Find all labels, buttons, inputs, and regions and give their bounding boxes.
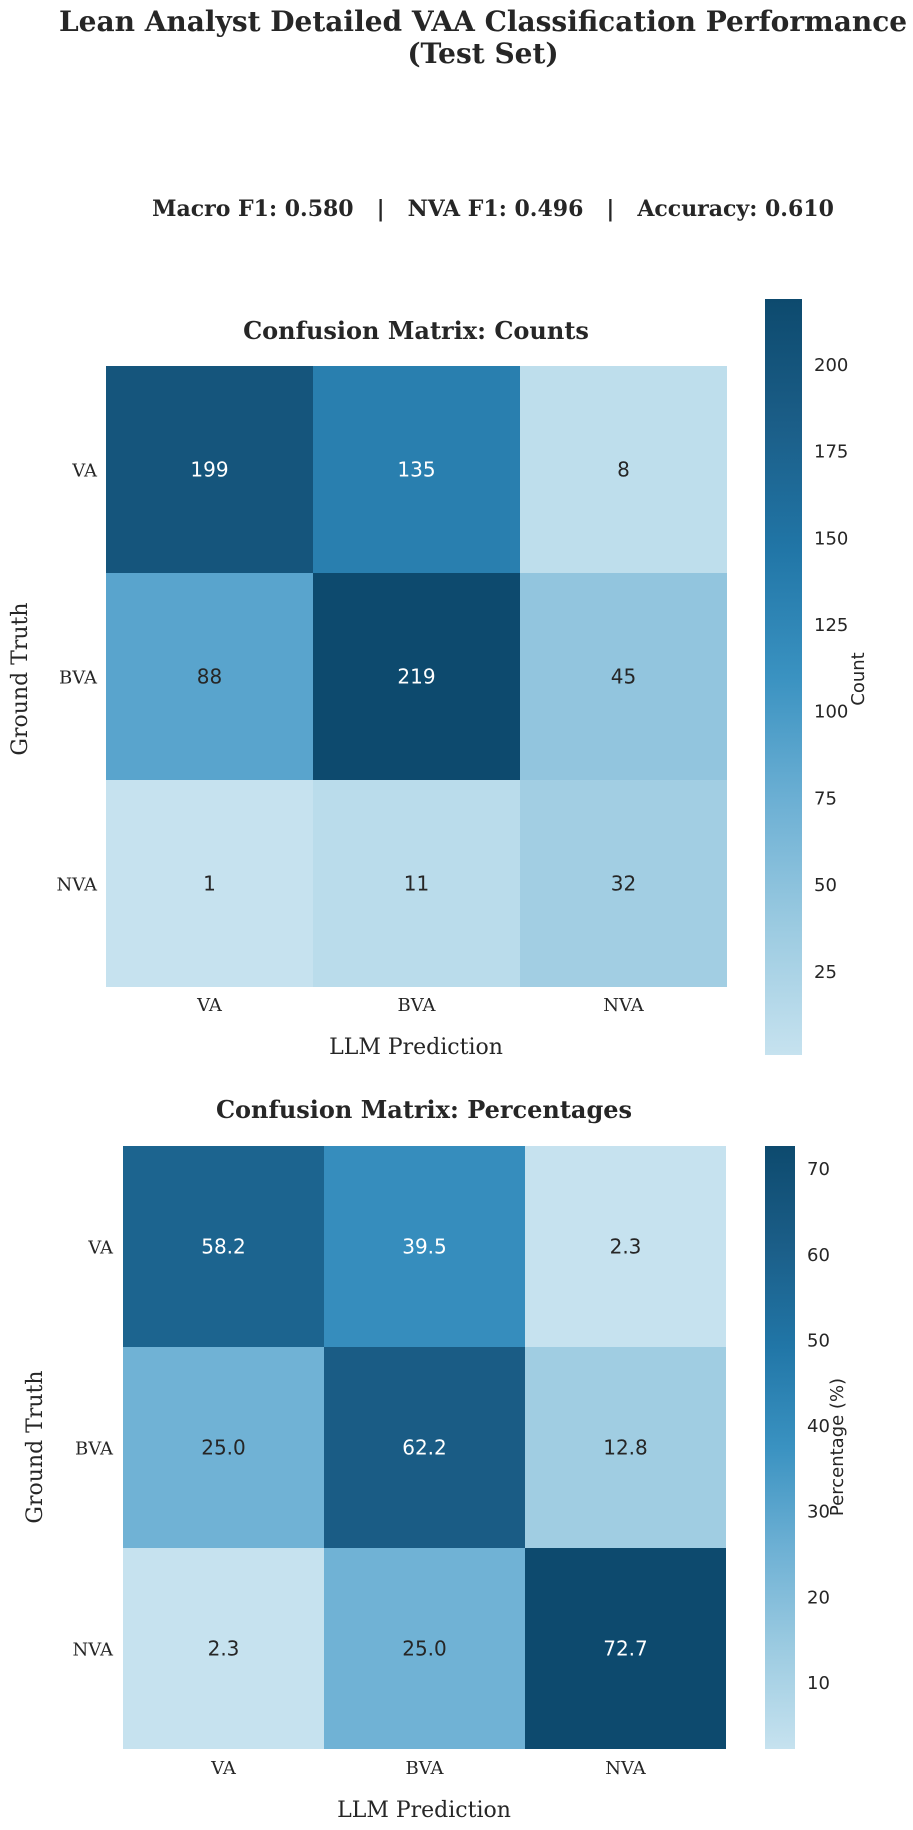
percentages-colorbar-tick-label: 20 [807,1587,830,1608]
counts-cell [106,366,313,573]
figure-title-line2: (Test Set) [407,37,558,70]
counts-cell [313,366,520,573]
percentages-cell [324,1548,525,1749]
percentages-cell [525,1548,726,1749]
percentages-y-axis-label: Ground Truth [23,1370,48,1523]
counts-cell-value: 32 [611,872,636,896]
percentages-cell [123,1548,324,1749]
percentages-heatmap-title: Confusion Matrix: Percentages [216,1095,632,1124]
counts-cell-value: 199 [190,458,228,482]
percentages-cell [324,1347,525,1548]
counts-cell [520,780,727,987]
counts-colorbar-tick-label: 100 [814,702,848,723]
counts-y-tick-label: BVA [59,668,98,689]
counts-cell-value: 8 [617,458,630,482]
percentages-colorbar-tick-label: 70 [807,1159,830,1180]
counts-colorbar-tick-label: 50 [814,875,837,896]
counts-colorbar-tick-label: 25 [814,962,837,983]
percentages-cell-value: 25.0 [201,1436,246,1460]
percentages-cell-value: 12.8 [603,1436,648,1460]
counts-colorbar-label: Count [848,652,869,705]
percentages-cell-value: 62.2 [402,1436,447,1460]
percentages-cell-value: 25.0 [402,1637,447,1661]
counts-colorbar-gradient [765,299,802,1055]
percentages-heatmap-cells: 58.2 39.5 2.3 25.0 62.2 12.8 2.3 25.0 72.7 VA BVA N… [72,1146,726,1779]
figure-title-line1: Lean Analyst Detailed VAA Classification… [59,5,907,38]
counts-cell-value: 45 [611,665,636,689]
percentages-cell-value: 2.3 [208,1637,240,1661]
percentages-heatmap-panel: Confusion Matrix: Percentages LLM Predic… [23,1095,848,1823]
counts-cell [106,573,313,780]
percentages-cell-value: 58.2 [201,1235,246,1259]
counts-y-tick-label: NVA [56,875,98,896]
percentages-cell [123,1347,324,1548]
percentages-x-axis-label: LLM Prediction [337,1798,511,1823]
counts-cell-value: 135 [397,458,435,482]
percentages-y-tick-label: VA [87,1238,114,1259]
counts-colorbar-tick-label: 150 [814,528,848,549]
counts-y-tick-label: VA [71,461,98,482]
counts-x-tick-label: NVA [603,995,645,1016]
counts-cell-value: 88 [197,665,222,689]
percentages-cell-value: 72.7 [603,1637,648,1661]
percentages-x-tick-label: BVA [405,1758,444,1779]
percentages-colorbar-tick-label: 50 [807,1330,830,1351]
counts-colorbar: 25 50 75 100 125 150 175 200 [765,299,848,1055]
counts-y-axis-label: Ground Truth [8,602,33,755]
counts-cell-value: 11 [404,872,429,896]
percentages-cell-value: 39.5 [402,1235,447,1259]
percentages-y-tick-label: NVA [72,1640,114,1661]
counts-cell [520,573,727,780]
percentages-x-tick-label: VA [210,1758,237,1779]
percentages-cell [324,1146,525,1347]
percentages-colorbar: 10 20 30 40 50 60 70 [765,1146,830,1749]
metrics-summary: Macro F1: 0.580 | NVA F1: 0.496 | Accura… [152,196,834,222]
counts-heatmap-panel: Confusion Matrix: Counts LLM Prediction … [8,299,869,1060]
percentages-colorbar-label: Percentage (%) [827,1378,848,1516]
percentages-colorbar-tick-label: 60 [807,1245,830,1266]
percentages-x-tick-label: NVA [605,1758,647,1779]
percentages-cell [123,1146,324,1347]
percentages-colorbar-tick-label: 30 [807,1502,830,1523]
percentages-colorbar-tick-label: 40 [807,1416,830,1437]
counts-cell [106,780,313,987]
counts-colorbar-tick-label: 75 [814,788,837,809]
percentages-colorbar-tick-label: 10 [807,1673,830,1694]
counts-cell [313,780,520,987]
percentages-colorbar-gradient [765,1146,795,1749]
percentages-cell [525,1347,726,1548]
percentages-cell-value: 2.3 [610,1235,642,1259]
counts-heatmap-title: Confusion Matrix: Counts [243,316,589,345]
percentages-cell [525,1146,726,1347]
counts-cell [313,573,520,780]
counts-colorbar-tick-label: 125 [814,615,848,636]
counts-cell-value: 1 [203,872,216,896]
counts-cell [520,366,727,573]
percentages-y-tick-label: BVA [75,1439,114,1460]
counts-x-tick-label: BVA [397,995,436,1016]
counts-colorbar-tick-label: 175 [814,442,848,463]
counts-colorbar-tick-label: 200 [814,355,848,376]
counts-x-tick-label: VA [196,995,223,1016]
counts-x-axis-label: LLM Prediction [329,1035,503,1060]
counts-cell-value: 219 [397,665,435,689]
